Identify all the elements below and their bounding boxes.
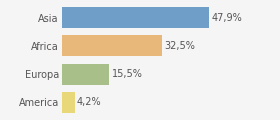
Bar (62, 63, 109, 85)
Bar (62, 7, 209, 28)
Bar (62, 35, 162, 57)
Bar (62, 92, 74, 113)
Text: 47,9%: 47,9% (212, 13, 242, 23)
Text: 15,5%: 15,5% (112, 69, 143, 79)
Text: 32,5%: 32,5% (164, 41, 195, 51)
Text: 4,2%: 4,2% (77, 97, 102, 107)
